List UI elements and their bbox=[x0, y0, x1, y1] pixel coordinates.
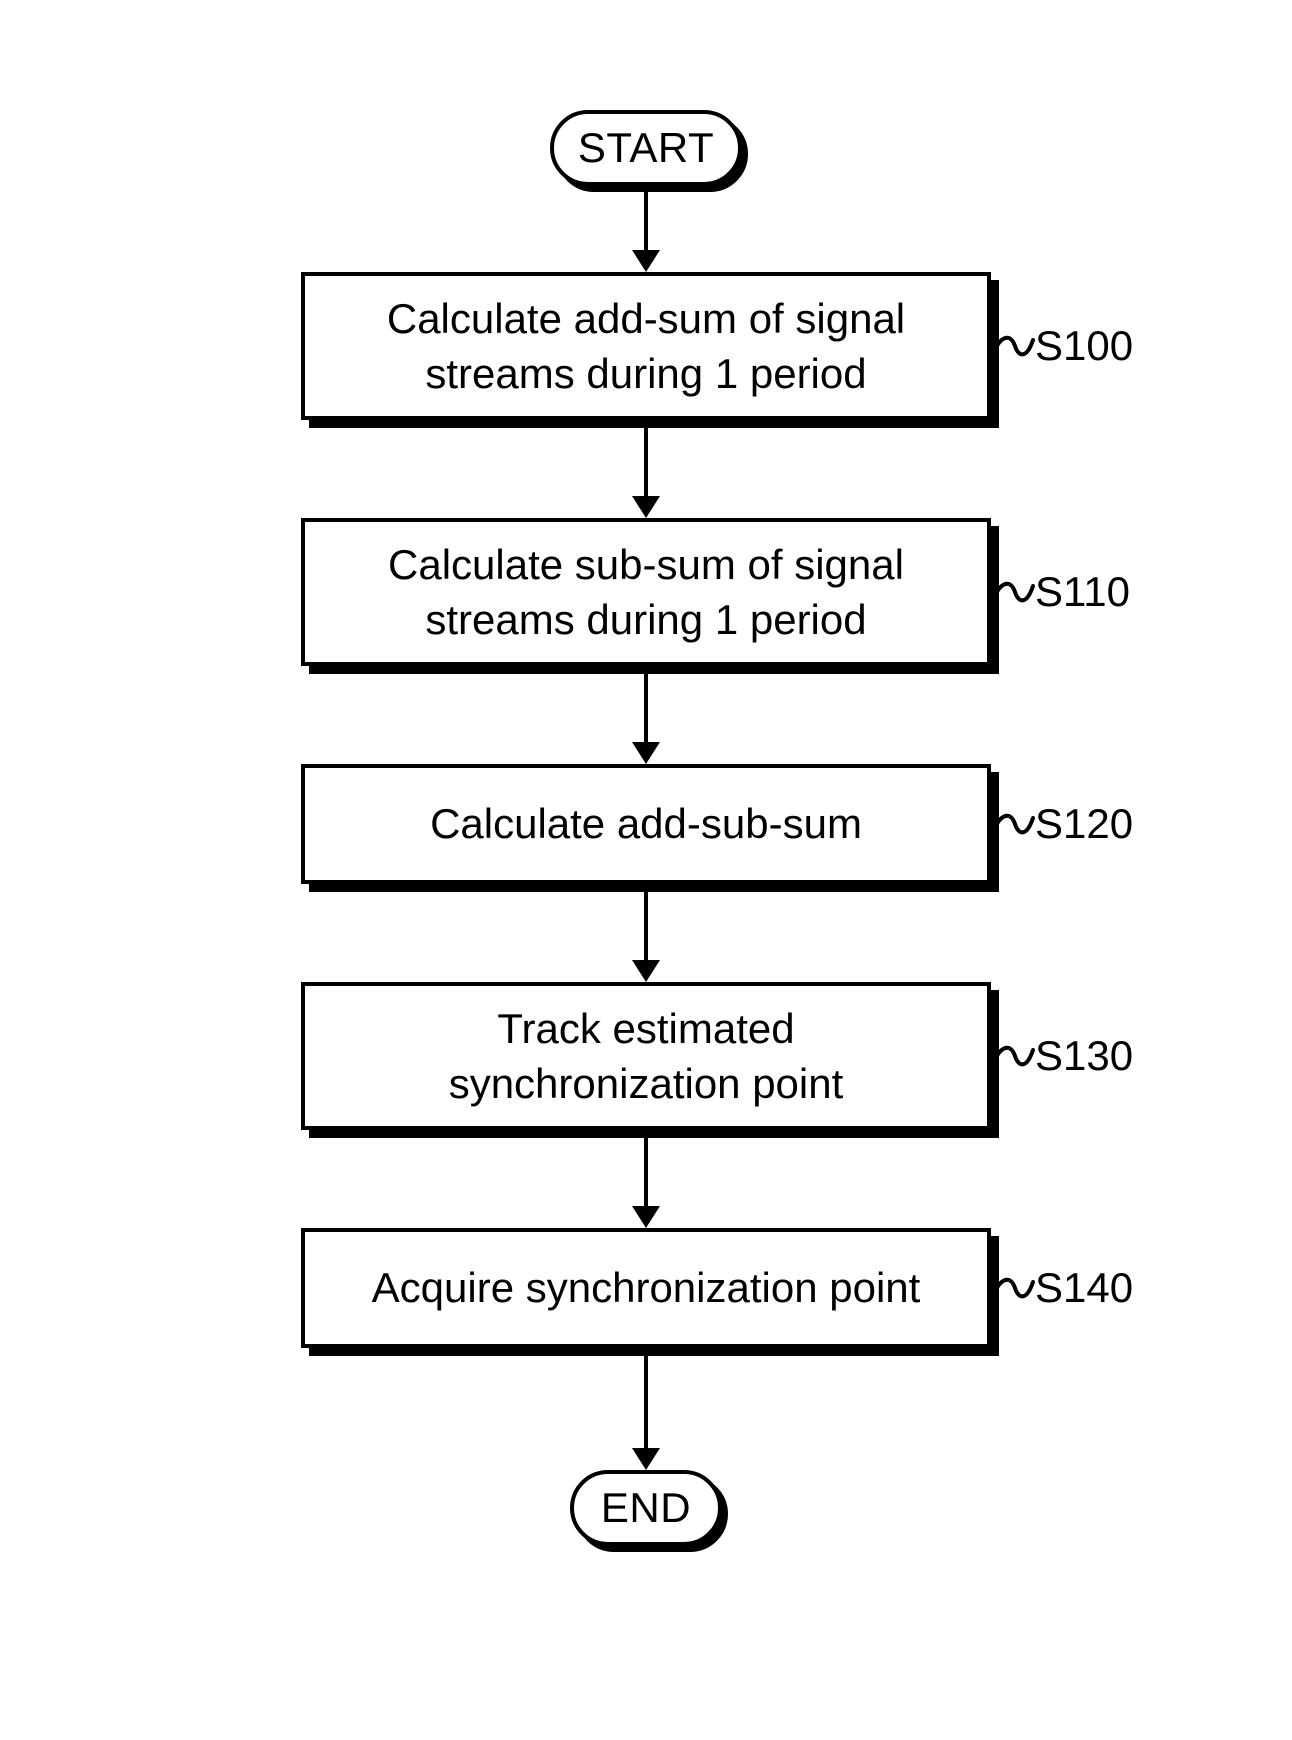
step-s130-row: Track estimated synchronization point S1… bbox=[301, 982, 991, 1130]
step-box: Calculate add-sum of signal streams duri… bbox=[301, 272, 991, 420]
step-id: S110 bbox=[1035, 568, 1130, 616]
step-s140-row: Acquire synchronization point S140 bbox=[301, 1228, 991, 1348]
step-id: S140 bbox=[1035, 1264, 1133, 1312]
arrow-head-icon bbox=[632, 496, 660, 518]
arrow-line bbox=[644, 186, 648, 250]
arrow-s100-to-s110 bbox=[632, 420, 660, 518]
flowchart: START Calculate add-sum of signal stream… bbox=[301, 110, 991, 1546]
arrow-line bbox=[644, 1348, 648, 1448]
step-s120-label: S120 bbox=[991, 800, 1133, 848]
connector-tilde-icon bbox=[991, 1038, 1035, 1074]
step-id: S100 bbox=[1035, 322, 1133, 370]
arrow-line bbox=[644, 1130, 648, 1206]
connector-tilde-icon bbox=[991, 1270, 1035, 1306]
arrow-s140-to-end bbox=[632, 1348, 660, 1470]
arrow-head-icon bbox=[632, 250, 660, 272]
arrow-line bbox=[644, 420, 648, 496]
end-label: END bbox=[601, 1484, 691, 1532]
flowchart-canvas: START Calculate add-sum of signal stream… bbox=[0, 0, 1292, 1740]
arrow-s110-to-s120 bbox=[632, 666, 660, 764]
arrow-head-icon bbox=[632, 1448, 660, 1470]
step-text-line1: Calculate sub-sum of signal bbox=[388, 541, 904, 588]
step-box: Track estimated synchronization point bbox=[301, 982, 991, 1130]
step-text-line1: Acquire synchronization point bbox=[372, 1260, 921, 1315]
connector-tilde-icon bbox=[991, 574, 1035, 610]
step-s120-row: Calculate add-sub-sum S120 bbox=[301, 764, 991, 884]
arrow-s120-to-s130 bbox=[632, 884, 660, 982]
arrow-head-icon bbox=[632, 1206, 660, 1228]
step-box: Calculate sub-sum of signal streams duri… bbox=[301, 518, 991, 666]
arrow-s130-to-s140 bbox=[632, 1130, 660, 1228]
arrow-line bbox=[644, 666, 648, 742]
step-text-line1: Calculate add-sum of signal bbox=[387, 295, 905, 342]
step-text-line1: Calculate add-sub-sum bbox=[430, 796, 862, 851]
step-text-line1: Track estimated bbox=[497, 1005, 794, 1052]
step-s120: Calculate add-sub-sum bbox=[301, 764, 991, 884]
step-box: Calculate add-sub-sum bbox=[301, 764, 991, 884]
connector-tilde-icon bbox=[991, 328, 1035, 364]
start-label: START bbox=[578, 124, 714, 172]
step-text-line2: streams during 1 period bbox=[425, 350, 866, 397]
arrow-line bbox=[644, 884, 648, 960]
step-s100-label: S100 bbox=[991, 322, 1133, 370]
step-s140: Acquire synchronization point bbox=[301, 1228, 991, 1348]
step-s140-label: S140 bbox=[991, 1264, 1133, 1312]
step-id: S130 bbox=[1035, 1032, 1133, 1080]
step-text-line2: synchronization point bbox=[449, 1060, 844, 1107]
start-terminal-box: START bbox=[550, 110, 742, 186]
connector-tilde-icon bbox=[991, 806, 1035, 842]
step-s100: Calculate add-sum of signal streams duri… bbox=[301, 272, 991, 420]
arrow-start-to-s100 bbox=[632, 186, 660, 272]
step-s110-label: S110 bbox=[991, 568, 1130, 616]
end-terminal: END bbox=[570, 1470, 722, 1546]
step-s110-row: Calculate sub-sum of signal streams duri… bbox=[301, 518, 991, 666]
arrow-head-icon bbox=[632, 742, 660, 764]
step-box: Acquire synchronization point bbox=[301, 1228, 991, 1348]
step-s110: Calculate sub-sum of signal streams duri… bbox=[301, 518, 991, 666]
start-terminal: START bbox=[550, 110, 742, 186]
step-id: S120 bbox=[1035, 800, 1133, 848]
step-s130: Track estimated synchronization point bbox=[301, 982, 991, 1130]
step-s100-row: Calculate add-sum of signal streams duri… bbox=[301, 272, 991, 420]
step-text-line2: streams during 1 period bbox=[425, 596, 866, 643]
end-terminal-box: END bbox=[570, 1470, 722, 1546]
arrow-head-icon bbox=[632, 960, 660, 982]
step-s130-label: S130 bbox=[991, 1032, 1133, 1080]
